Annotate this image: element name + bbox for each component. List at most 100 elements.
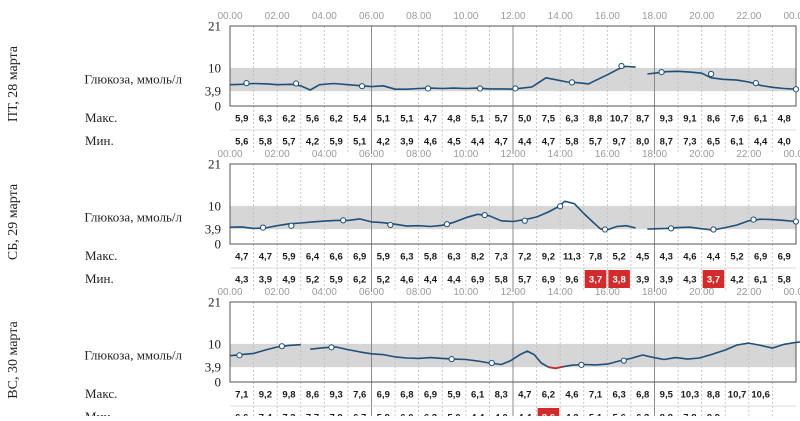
- max-row-label: Макс.: [85, 248, 117, 263]
- time-tick-label: 14.00: [548, 11, 573, 22]
- reading-marker: [512, 85, 519, 92]
- max-value: 6,2: [282, 114, 295, 125]
- max-value: 9,2: [542, 252, 555, 263]
- y-tick-label: 10: [208, 198, 221, 213]
- time-tick-label: 00.00: [783, 287, 800, 298]
- max-value: 4,6: [683, 252, 696, 263]
- max-value: 6,8: [636, 390, 649, 401]
- max-value: 6,3: [447, 252, 460, 263]
- max-value: 7,1: [589, 390, 603, 401]
- max-value: 6,1: [754, 114, 768, 125]
- min-value: 5,8: [565, 137, 578, 148]
- time-tick-label: 22.00: [736, 11, 761, 22]
- max-value: 4,7: [424, 114, 437, 125]
- y-tick-label: 3,9: [205, 84, 221, 99]
- max-value: 4,4: [707, 252, 721, 263]
- reading-marker: [752, 80, 760, 87]
- reading-marker: [667, 225, 675, 232]
- reading-marker: [708, 70, 715, 78]
- min-row-label: Мин.: [85, 271, 114, 286]
- min-value: 5,8: [259, 137, 272, 148]
- reading-marker: [710, 226, 717, 233]
- time-tick-label: 04.00: [312, 11, 337, 22]
- min-value: 6,1: [730, 137, 744, 148]
- max-value: 7,6: [353, 390, 366, 401]
- time-tick-label: 20.00: [689, 149, 714, 160]
- reading-marker: [618, 62, 625, 70]
- reading-marker: [259, 224, 267, 231]
- min-value: 5,1: [589, 413, 603, 417]
- reading-marker: [792, 218, 800, 225]
- min-value: 5,0: [447, 413, 460, 417]
- min-value: 8,8: [660, 413, 673, 417]
- max-value: 5,9: [447, 390, 460, 401]
- max-value: 4,7: [259, 252, 272, 263]
- min-value: 6,1: [754, 275, 768, 286]
- low-glucose-segment: [548, 365, 563, 370]
- max-value: 8,6: [707, 114, 720, 125]
- min-value: 5,7: [589, 137, 602, 148]
- y-tick-label: 0: [215, 375, 222, 390]
- reading-marker: [601, 226, 609, 233]
- time-tick-label: 06.00: [359, 149, 384, 160]
- min-value: 7,9: [330, 413, 343, 417]
- max-value: 9,3: [330, 390, 343, 401]
- time-tick-label: 20.00: [689, 11, 714, 22]
- min-value: 4,3: [683, 275, 696, 286]
- max-value: 6,2: [542, 390, 555, 401]
- time-tick-label: 12.00: [500, 287, 525, 298]
- max-value: 4,7: [235, 252, 248, 263]
- min-value: 8,0: [636, 137, 649, 148]
- max-value: 4,3: [660, 252, 673, 263]
- time-tick-label: 20.00: [689, 287, 714, 298]
- y-tick-label: 3,9: [205, 222, 221, 237]
- min-value: 4,3: [235, 275, 248, 286]
- max-value: 9,5: [660, 390, 674, 401]
- min-value: 7,8: [683, 413, 696, 417]
- max-value: 4,8: [778, 114, 791, 125]
- max-value: 6,3: [400, 252, 413, 263]
- min-value: 5,1: [353, 137, 367, 148]
- min-value: 4,4: [424, 275, 438, 286]
- min-value: 4,0: [495, 413, 508, 417]
- min-value: 4,6: [424, 137, 437, 148]
- reading-marker: [658, 68, 665, 76]
- min-value: 4,4: [447, 275, 461, 286]
- max-value: 7,5: [542, 114, 556, 125]
- time-tick-label: 14.00: [548, 287, 573, 298]
- max-value: 8,2: [471, 252, 484, 263]
- day-panel: СБ, 29 марта Глюкоза, ммоль/л21103,9000.0…: [6, 149, 800, 292]
- min-value: 4,2: [730, 275, 743, 286]
- reading-marker: [236, 352, 243, 359]
- time-tick-label: 04.00: [312, 287, 337, 298]
- max-value: 4,6: [565, 390, 578, 401]
- time-tick-label: 18.00: [642, 149, 667, 160]
- time-tick-label: 08.00: [406, 287, 431, 298]
- y-tick-label: 21: [208, 19, 221, 34]
- max-value: 11,3: [563, 252, 581, 263]
- reading-marker: [292, 80, 300, 87]
- min-value: 6,3: [424, 413, 437, 417]
- max-value: 6,1: [471, 390, 485, 401]
- y-tick-label: 10: [208, 336, 221, 351]
- reading-marker: [750, 216, 757, 223]
- max-value: 5,1: [471, 114, 485, 125]
- min-value: 3,8: [613, 275, 626, 286]
- min-value: 8,7: [660, 137, 673, 148]
- min-value: 6,2: [353, 275, 366, 286]
- min-value: 5,2: [306, 275, 319, 286]
- min-value: 4,2: [377, 137, 390, 148]
- min-value: 7,4: [259, 413, 273, 417]
- max-value: 5,1: [377, 114, 391, 125]
- reading-marker: [443, 221, 451, 228]
- min-value: 7,3: [683, 137, 696, 148]
- time-tick-label: 00.00: [217, 287, 242, 298]
- time-tick-label: 16.00: [595, 149, 620, 160]
- min-value: 4,7: [542, 137, 555, 148]
- y-tick-label: 0: [215, 237, 222, 252]
- max-value: 7,3: [495, 252, 508, 263]
- max-value: 5,9: [377, 252, 390, 263]
- reading-marker: [387, 221, 394, 229]
- time-tick-label: 00.00: [783, 149, 800, 160]
- min-value: 6,9: [471, 275, 484, 286]
